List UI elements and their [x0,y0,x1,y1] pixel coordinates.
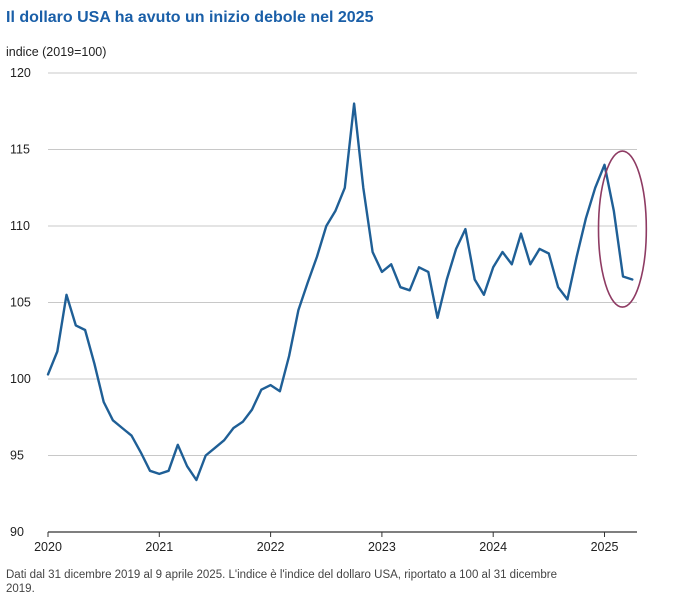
gridlines [48,72,637,456]
highlight-ellipse [597,150,648,308]
x-tick-label: 2024 [479,540,507,554]
x-tick-label: 2020 [34,540,62,554]
y-tick-label: 105 [10,296,31,310]
y-tick-label: 100 [10,372,31,386]
x-tick-label: 2023 [368,540,396,554]
x-axis-ticks: 2020 2021 2022 2023 2024 2025 [34,532,618,554]
chart-title: Il dollaro USA ha avuto un inizio debole… [6,9,374,26]
x-tick-label: 2025 [591,540,619,554]
y-tick-label: 95 [10,449,24,463]
footnote: Dati dal 31 dicembre 2019 al 9 aprile 20… [6,569,557,595]
y-tick-label: 90 [10,525,24,539]
x-tick-label: 2022 [257,540,285,554]
y-axis-ticks: 120 115 110 105 100 95 90 [10,66,31,539]
y-tick-label: 115 [10,143,30,157]
dollar-index-line [46,102,634,482]
y-tick-label: 120 [10,66,31,80]
y-tick-label: 110 [10,219,30,233]
y-axis-label: indice (2019=100) [6,45,107,59]
x-tick-label: 2021 [145,540,173,554]
